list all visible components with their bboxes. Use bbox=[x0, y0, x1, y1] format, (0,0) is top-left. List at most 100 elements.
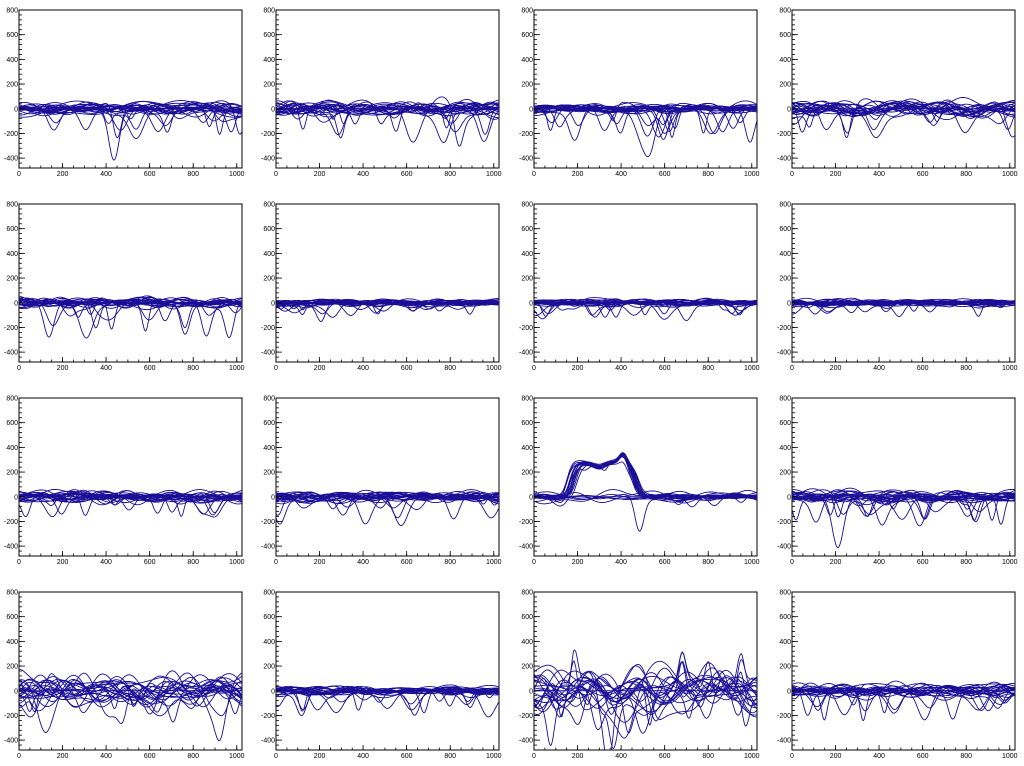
y-tick-label: 800 bbox=[521, 202, 533, 209]
y-tick-label: 600 bbox=[521, 226, 533, 233]
panel-4: 0 200 400 600 800 1000 -400 -200 0 200 400 600 800 bbox=[777, 8, 1018, 179]
panel-10: 0 200 400 600 800 1000 -400 -200 0 200 400 600 800 bbox=[261, 396, 502, 567]
series-line bbox=[19, 672, 242, 742]
y-tick-label: 600 bbox=[6, 32, 18, 39]
x-tick-label: 600 bbox=[144, 365, 156, 372]
series-line bbox=[534, 104, 757, 115]
x-tick-label: 0 bbox=[532, 171, 536, 178]
y-tick-label: 600 bbox=[6, 614, 18, 621]
x-tick-label: 400 bbox=[100, 753, 112, 760]
x-tick-label: 1000 bbox=[486, 559, 502, 566]
y-tick-label: 0 bbox=[529, 106, 533, 113]
trace-group bbox=[19, 295, 242, 339]
y-tick-label: -200 bbox=[4, 325, 18, 332]
y-tick-label: 600 bbox=[779, 226, 791, 233]
x-tick-label: 600 bbox=[917, 365, 929, 372]
x-tick-label: 0 bbox=[532, 559, 536, 566]
y-tick-label: -400 bbox=[519, 544, 533, 551]
y-tick-label: 400 bbox=[263, 57, 275, 64]
series-line bbox=[19, 100, 242, 118]
x-tick-label: 0 bbox=[790, 365, 794, 372]
series-line bbox=[534, 676, 757, 725]
y-tick-label: 200 bbox=[6, 470, 18, 477]
series-line bbox=[792, 685, 1015, 721]
series-line bbox=[534, 455, 757, 507]
x-tick-label: 200 bbox=[314, 753, 326, 760]
y-tick-label: 800 bbox=[263, 8, 275, 15]
series-line bbox=[792, 100, 1015, 125]
x-tick-label: 400 bbox=[100, 559, 112, 566]
trace-group bbox=[276, 96, 499, 147]
panel-16: 0 200 400 600 800 1000 -400 -200 0 200 400 600 800 bbox=[777, 590, 1018, 761]
x-tick-label: 800 bbox=[187, 171, 199, 178]
panel-frame bbox=[791, 591, 1016, 751]
trace-group bbox=[792, 297, 1015, 317]
x-tick-label: 800 bbox=[702, 559, 714, 566]
series-line bbox=[534, 651, 757, 731]
x-tick-label: 200 bbox=[830, 365, 842, 372]
y-tick-label: 200 bbox=[263, 276, 275, 283]
series-line bbox=[19, 489, 242, 515]
y-tick-label: -400 bbox=[4, 350, 18, 357]
y-tick-label: 400 bbox=[6, 639, 18, 646]
y-tick-label: -400 bbox=[519, 156, 533, 163]
x-tick-label: 800 bbox=[444, 365, 456, 372]
y-tick-label: 0 bbox=[787, 300, 791, 307]
y-tick-label: 200 bbox=[521, 664, 533, 671]
panel-6: 0 200 400 600 800 1000 -400 -200 0 200 400 600 800 bbox=[261, 202, 502, 373]
x-tick-label: 800 bbox=[960, 365, 972, 372]
y-tick-label: -200 bbox=[519, 519, 533, 526]
y-tick-label: 200 bbox=[6, 276, 18, 283]
y-tick-label: -400 bbox=[261, 350, 275, 357]
series-line bbox=[276, 101, 499, 143]
x-tick-label: 1000 bbox=[229, 171, 245, 178]
y-tick-label: 0 bbox=[14, 106, 18, 113]
y-tick-label: 600 bbox=[263, 32, 275, 39]
series-line bbox=[534, 298, 757, 308]
x-tick-label: 800 bbox=[187, 365, 199, 372]
y-tick-label: 400 bbox=[779, 57, 791, 64]
y-tick-label: -200 bbox=[4, 713, 18, 720]
y-tick-label: 0 bbox=[529, 494, 533, 501]
x-tick-label: 400 bbox=[357, 753, 369, 760]
x-tick-label: 800 bbox=[187, 559, 199, 566]
y-tick-label: 0 bbox=[529, 300, 533, 307]
y-tick-label: 200 bbox=[6, 82, 18, 89]
x-tick-label: 0 bbox=[17, 171, 21, 178]
series-line bbox=[276, 489, 499, 526]
y-tick-label: 800 bbox=[779, 590, 791, 597]
y-tick-label: 200 bbox=[521, 82, 533, 89]
trace-group bbox=[19, 668, 242, 742]
panel-2: 0 200 400 600 800 1000 -400 -200 0 200 400 600 800 bbox=[261, 8, 502, 179]
x-tick-label: 200 bbox=[830, 753, 842, 760]
x-tick-label: 0 bbox=[17, 753, 21, 760]
x-tick-label: 1000 bbox=[744, 559, 760, 566]
series-line bbox=[276, 299, 499, 308]
y-tick-label: 0 bbox=[271, 688, 275, 695]
y-tick-label: 600 bbox=[779, 420, 791, 427]
x-tick-label: 600 bbox=[401, 753, 413, 760]
x-tick-label: 0 bbox=[274, 559, 278, 566]
x-tick-label: 200 bbox=[572, 365, 584, 372]
trace-group bbox=[19, 489, 242, 518]
x-tick-label: 400 bbox=[100, 365, 112, 372]
panel-frame bbox=[18, 397, 243, 557]
x-tick-label: 800 bbox=[960, 753, 972, 760]
x-tick-label: 800 bbox=[960, 559, 972, 566]
x-tick-label: 800 bbox=[702, 365, 714, 372]
x-tick-label: 600 bbox=[659, 753, 671, 760]
y-tick-label: 800 bbox=[6, 590, 18, 597]
y-tick-label: 0 bbox=[14, 688, 18, 695]
x-tick-label: 200 bbox=[57, 753, 69, 760]
series-line bbox=[276, 98, 499, 123]
x-tick-label: 600 bbox=[401, 365, 413, 372]
series-line bbox=[792, 102, 1015, 116]
x-tick-label: 600 bbox=[917, 753, 929, 760]
x-tick-label: 0 bbox=[274, 171, 278, 178]
panel-frame bbox=[791, 203, 1016, 363]
x-tick-label: 200 bbox=[314, 365, 326, 372]
x-tick-label: 0 bbox=[274, 365, 278, 372]
y-tick-label: -200 bbox=[777, 325, 791, 332]
panel-frame bbox=[18, 203, 243, 363]
y-tick-label: -400 bbox=[777, 156, 791, 163]
